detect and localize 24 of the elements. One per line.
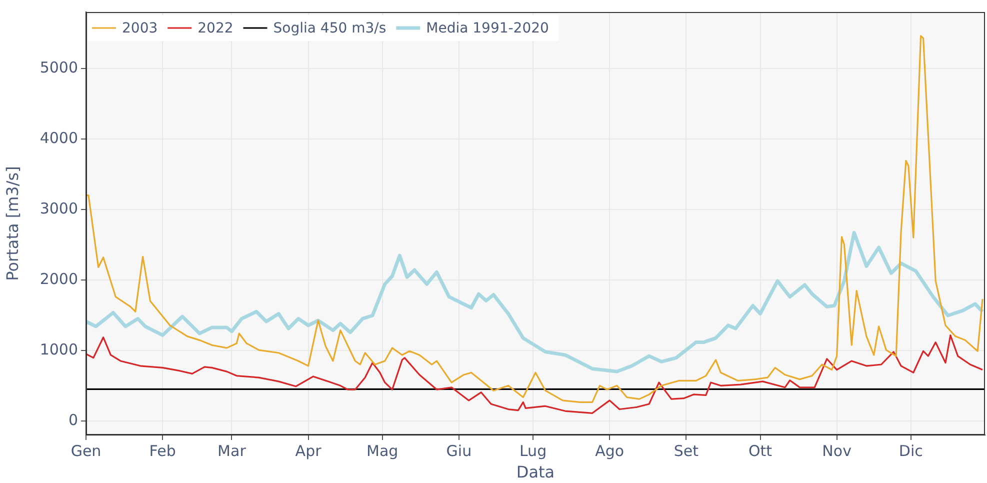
y-tick-label: 3000: [40, 199, 78, 218]
legend-label: 2022: [198, 20, 234, 37]
x-tick-label: Apr: [295, 442, 322, 460]
y-tick-label: 1000: [40, 340, 78, 358]
x-axis-title: Data: [516, 462, 555, 482]
x-tick-label: Set: [674, 442, 699, 460]
y-tick-label: 5000: [40, 58, 78, 76]
x-tick-label: Ago: [595, 442, 624, 460]
x-tick-label: Ott: [748, 442, 772, 460]
x-tick-label: Dic: [898, 442, 923, 460]
legend-label: Soglia 450 m3/s: [273, 20, 386, 37]
y-tick-label: 0: [68, 410, 78, 429]
y-tick-label: 4000: [40, 128, 78, 147]
x-tick-label: Feb: [149, 442, 176, 460]
y-tick-label: 2000: [40, 270, 78, 288]
x-tick-label: Nov: [822, 442, 852, 460]
x-tick-label: Gen: [70, 442, 102, 460]
x-tick-label: Lug: [519, 442, 547, 460]
x-tick-label: Mag: [366, 442, 398, 460]
legend-label: 2003: [122, 20, 158, 37]
y-axis-title: Portata [m3/s]: [2, 166, 22, 281]
x-tick-label: Mar: [218, 442, 247, 460]
x-tick-label: Giu: [446, 442, 472, 460]
legend-label: Media 1991-2020: [426, 20, 549, 37]
